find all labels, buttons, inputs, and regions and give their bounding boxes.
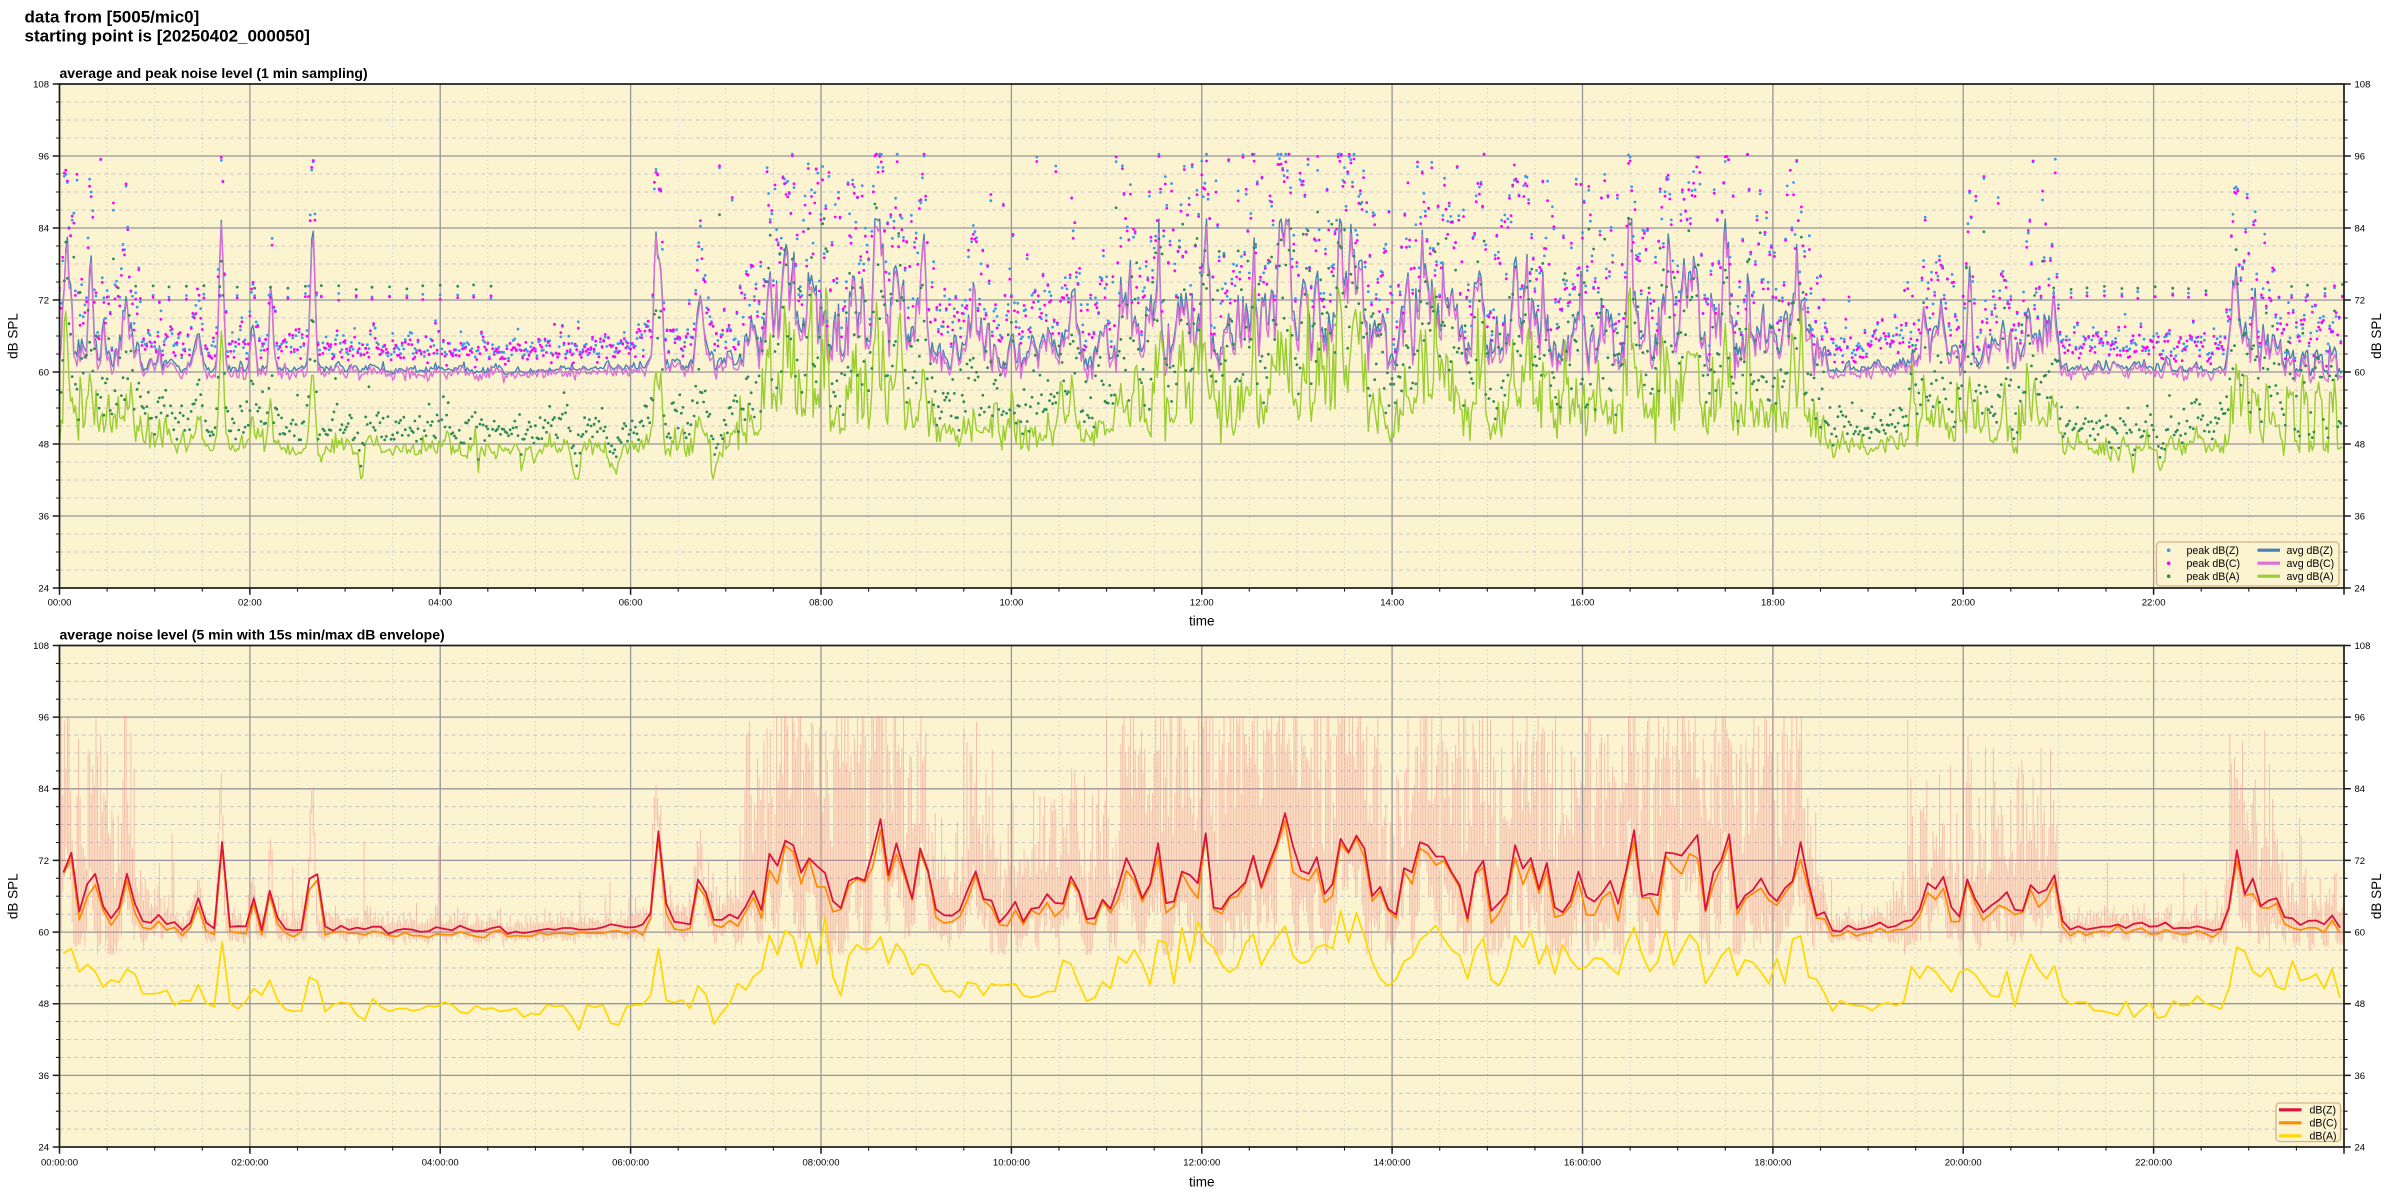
svg-text:24: 24 [38,583,49,594]
svg-text:60: 60 [2355,928,2366,939]
svg-text:average noise level (5 min wit: average noise level (5 min with 15s min/… [60,627,445,643]
svg-text:96: 96 [38,151,49,162]
svg-text:time: time [1189,1175,1215,1190]
svg-text:72: 72 [2355,295,2366,306]
svg-text:04:00: 04:00 [428,598,452,609]
svg-text:dB(Z): dB(Z) [2310,1105,2336,1117]
svg-text:dB SPL: dB SPL [6,313,21,359]
svg-text:84: 84 [2355,784,2366,795]
svg-text:60: 60 [38,928,49,939]
svg-text:24: 24 [38,1142,49,1153]
svg-text:108: 108 [2355,79,2371,90]
svg-text:data from [5005/mic0]: data from [5005/mic0] [25,8,200,27]
svg-text:08:00:00: 08:00:00 [803,1158,840,1169]
svg-text:72: 72 [38,295,49,306]
svg-text:36: 36 [38,1071,49,1082]
svg-text:10:00: 10:00 [1000,598,1024,609]
svg-text:peak dB(C): peak dB(C) [2187,558,2241,570]
svg-text:20:00: 20:00 [1951,598,1975,609]
svg-text:24: 24 [2355,1142,2366,1153]
svg-text:16:00:00: 16:00:00 [1564,1158,1601,1169]
svg-text:96: 96 [38,713,49,724]
svg-text:peak dB(A): peak dB(A) [2187,571,2240,583]
svg-text:48: 48 [38,439,49,450]
svg-text:108: 108 [33,641,49,652]
svg-text:18:00: 18:00 [1761,598,1785,609]
svg-text:60: 60 [38,367,49,378]
svg-text:36: 36 [2355,1071,2366,1082]
svg-text:14:00:00: 14:00:00 [1374,1158,1411,1169]
svg-text:84: 84 [38,223,49,234]
svg-text:time: time [1189,614,1215,629]
svg-text:10:00:00: 10:00:00 [993,1158,1030,1169]
svg-text:peak dB(Z): peak dB(Z) [2187,545,2239,557]
svg-text:36: 36 [38,511,49,522]
svg-text:84: 84 [38,784,49,795]
svg-text:14:00: 14:00 [1380,598,1404,609]
svg-text:22:00: 22:00 [2142,598,2166,609]
svg-text:96: 96 [2355,151,2366,162]
svg-text:02:00: 02:00 [238,598,262,609]
svg-text:22:00:00: 22:00:00 [2135,1158,2172,1169]
svg-text:06:00: 06:00 [619,598,643,609]
svg-text:avg dB(C): avg dB(C) [2287,558,2335,570]
svg-text:108: 108 [2355,641,2371,652]
svg-text:16:00: 16:00 [1571,598,1595,609]
svg-text:dB(C): dB(C) [2310,1118,2338,1130]
svg-text:12:00:00: 12:00:00 [1183,1158,1220,1169]
svg-text:average and peak noise level (: average and peak noise level (1 min samp… [60,65,368,81]
svg-text:avg dB(Z): avg dB(Z) [2287,545,2334,557]
svg-text:36: 36 [2355,511,2366,522]
svg-text:60: 60 [2355,367,2366,378]
svg-text:108: 108 [33,79,49,90]
svg-text:72: 72 [2355,856,2366,867]
svg-text:dB SPL: dB SPL [2369,873,2384,919]
svg-text:84: 84 [2355,223,2366,234]
svg-text:48: 48 [2355,999,2366,1010]
svg-text:00:00: 00:00 [48,598,72,609]
svg-text:00:00:00: 00:00:00 [41,1158,78,1169]
svg-text:24: 24 [2355,583,2366,594]
svg-text:starting point is [20250402_00: starting point is [20250402_000050] [25,27,310,46]
svg-text:08:00: 08:00 [809,598,833,609]
svg-text:06:00:00: 06:00:00 [612,1158,649,1169]
svg-text:04:00:00: 04:00:00 [422,1158,459,1169]
svg-text:avg dB(A): avg dB(A) [2287,571,2334,583]
svg-text:72: 72 [38,856,49,867]
svg-text:18:00:00: 18:00:00 [1754,1158,1791,1169]
svg-text:48: 48 [38,999,49,1010]
svg-text:dB SPL: dB SPL [6,873,21,919]
svg-text:20:00:00: 20:00:00 [1945,1158,1982,1169]
svg-text:48: 48 [2355,439,2366,450]
svg-text:02:00:00: 02:00:00 [231,1158,268,1169]
svg-text:dB SPL: dB SPL [2369,313,2384,359]
svg-text:96: 96 [2355,713,2366,724]
svg-text:dB(A): dB(A) [2310,1131,2337,1143]
svg-text:12:00: 12:00 [1190,598,1214,609]
